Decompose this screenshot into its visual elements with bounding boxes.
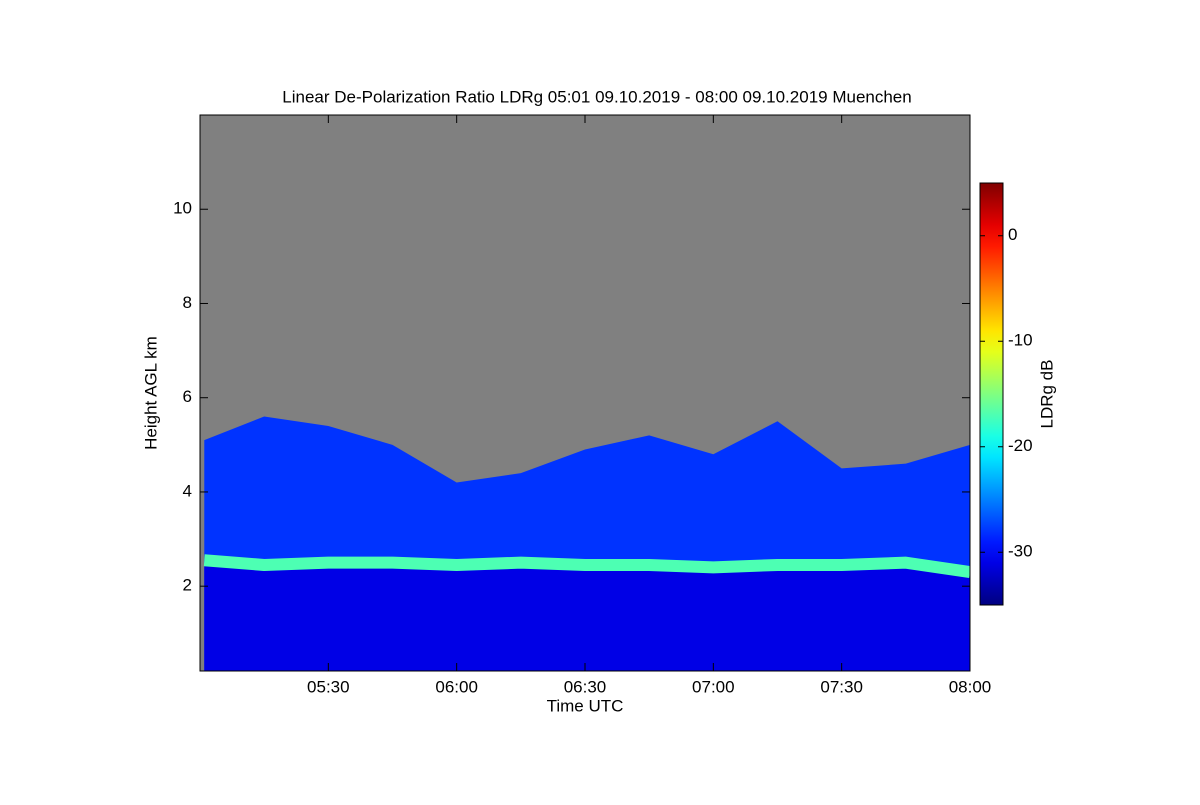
x-tick-label: 06:00 (435, 677, 478, 696)
plot-area (203, 416, 970, 671)
colorbar-tick-label: -10 (1008, 331, 1033, 350)
y-tick-label: 4 (183, 481, 192, 500)
x-tick-label: 06:30 (564, 677, 607, 696)
colorbar-tick-label: 0 (1008, 225, 1017, 244)
layer-band (203, 554, 970, 578)
y-tick-label: 6 (183, 387, 192, 406)
x-tick-label: 07:00 (692, 677, 735, 696)
below-layer-region (204, 560, 970, 671)
colorbar (979, 182, 1004, 606)
x-tick-label: 08:00 (949, 677, 992, 696)
colorbar-label: LDRg dB (1037, 360, 1056, 429)
x-axis-label: Time UTC (547, 696, 624, 715)
x-tick-label: 05:30 (307, 677, 350, 696)
y-tick-label: 8 (183, 293, 192, 312)
chart-title: Linear De-Polarization Ratio LDRg 05:01 … (282, 87, 911, 106)
y-tick-label: 10 (173, 199, 192, 218)
y-tick-label: 2 (183, 576, 192, 595)
colorbar-tick-label: -30 (1008, 542, 1033, 561)
x-tick-label: 07:30 (820, 677, 863, 696)
colorbar-tick-label: -20 (1008, 436, 1033, 455)
y-axis-label: Height AGL km (141, 336, 160, 450)
